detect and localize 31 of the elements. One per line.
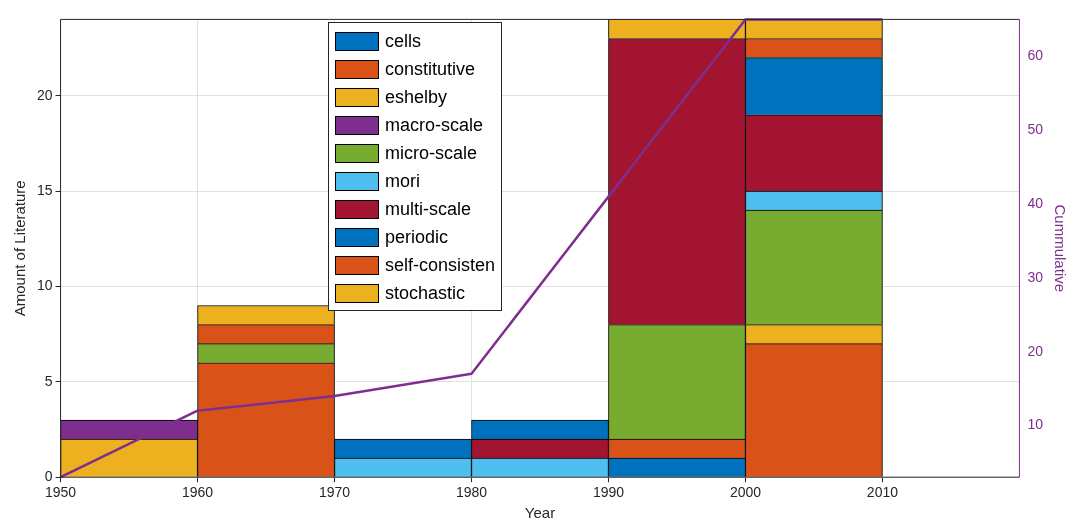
y-tick-label: 10 <box>36 277 53 294</box>
y2-axis-title: Cummulative <box>1051 204 1069 293</box>
x-tick-label: 1980 <box>455 484 488 501</box>
legend-label: micro-scale <box>385 142 478 164</box>
legend-label: macro-scale <box>385 114 484 136</box>
y-tick-label: 15 <box>36 181 53 198</box>
y-tick-label: 0 <box>44 468 53 485</box>
x-tick-label: 1990 <box>592 484 625 501</box>
legend-label: eshelby <box>385 86 448 108</box>
y2-tick-label: 40 <box>1027 194 1044 211</box>
y-tick-label: 20 <box>36 86 53 103</box>
y2-tick-label: 50 <box>1027 121 1044 138</box>
y-axis-title: Amount of Literature <box>11 180 29 317</box>
legend-label: multi-scale <box>385 198 472 220</box>
y2-tick-label: 30 <box>1027 268 1044 285</box>
x-axis-title: Year <box>524 504 556 522</box>
x-tick-label: 2000 <box>729 484 762 501</box>
legend-label: periodic <box>385 226 449 248</box>
x-tick-label: 1950 <box>44 484 77 501</box>
y2-tick-label: 10 <box>1027 416 1044 433</box>
x-tick-label: 1970 <box>318 484 351 501</box>
legend-label: constitutive <box>385 58 476 80</box>
y2-tick-label: 20 <box>1027 342 1044 359</box>
legend-label: mori <box>385 170 420 192</box>
x-tick-label: 1960 <box>181 484 214 501</box>
y2-tick-label: 60 <box>1027 47 1044 64</box>
legend-label: stochastic <box>385 282 466 304</box>
x-tick-label: 2010 <box>866 484 899 501</box>
legend-label: self-consisten <box>385 254 496 276</box>
legend-label: cells <box>385 30 422 52</box>
y-tick-label: 5 <box>44 372 53 389</box>
